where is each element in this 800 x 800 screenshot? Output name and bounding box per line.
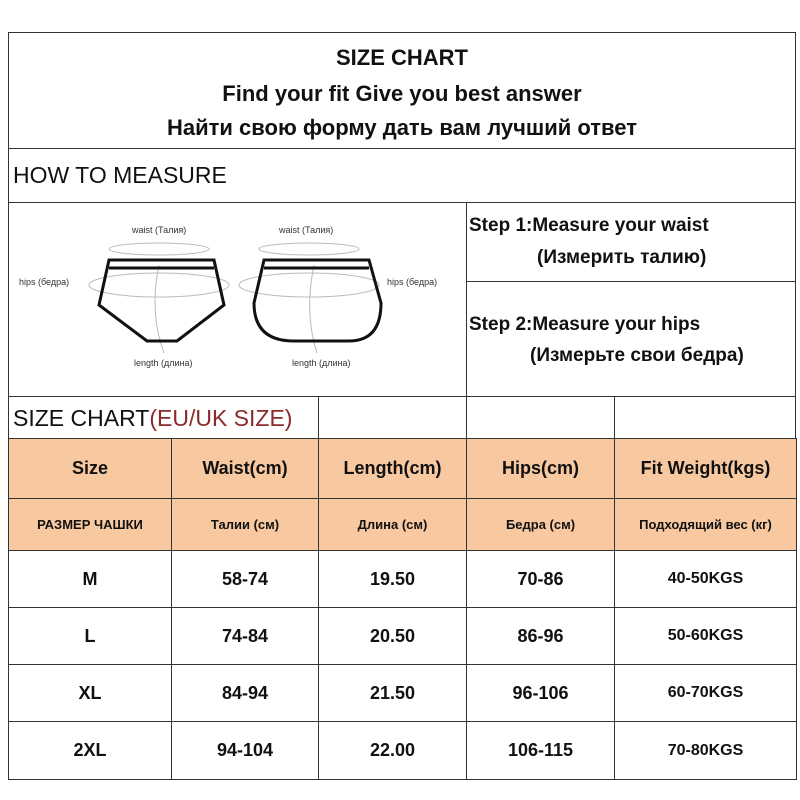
size-chart-label: SIZE CHART — [13, 405, 150, 431]
measurement-diagram: waist (Талия) hips (бедра) length (длина… — [19, 225, 437, 368]
table-cell: 58-74 — [171, 550, 319, 608]
size-chart-sub: (EU/UK SIZE) — [149, 405, 293, 431]
table-cell: 40-50KGS — [614, 550, 797, 608]
step-2-ru: (Измерьте свои бедра) — [530, 345, 744, 366]
table-cell: 84-94 — [171, 664, 319, 722]
how-to-measure-heading: HOW TO MEASURE — [13, 162, 227, 188]
how-to-measure-box: HOW TO MEASURE — [8, 148, 796, 203]
empty-cell — [614, 396, 796, 439]
step-1-en: Step 1:Measure your waist — [469, 215, 709, 236]
table-cell: 106-115 — [466, 721, 615, 780]
svg-text:waist (Талия): waist (Талия) — [278, 225, 333, 235]
header-cell: Бедра (см) — [466, 498, 615, 551]
svg-text:length (длина): length (длина) — [292, 358, 351, 368]
table-cell: M — [8, 550, 172, 608]
empty-cell — [466, 396, 615, 439]
header-cell: Hips(cm) — [466, 438, 615, 499]
step-1-box: Step 1:Measure your waist (Измерить тали… — [466, 202, 796, 282]
svg-text:length (длина): length (длина) — [134, 358, 193, 368]
title-box: SIZE CHART Find your fit Give you best a… — [8, 32, 796, 149]
table-cell: 96-106 — [466, 664, 615, 722]
table-cell: 19.50 — [318, 550, 467, 608]
title: SIZE CHART — [336, 45, 468, 70]
table-cell: 94-104 — [171, 721, 319, 780]
header-cell: Талии (см) — [171, 498, 319, 551]
table-cell: 70-86 — [466, 550, 615, 608]
subtitle-en: Find your fit Give you best answer — [222, 81, 582, 106]
svg-text:waist (Талия): waist (Талия) — [131, 225, 186, 235]
subtitle-ru: Найти свою форму дать вам лучший ответ — [166, 115, 638, 140]
empty-cell — [318, 396, 467, 439]
svg-text:hips (бедра): hips (бедра) — [387, 277, 437, 287]
header-cell: Fit Weight(kgs) — [614, 438, 797, 499]
table-cell: 50-60KGS — [614, 607, 797, 665]
table-cell: 86-96 — [466, 607, 615, 665]
table-cell: L — [8, 607, 172, 665]
step-2-en: Step 2:Measure your hips — [469, 314, 701, 335]
header-cell: Length(cm) — [318, 438, 467, 499]
table-cell: XL — [8, 664, 172, 722]
table-cell: 22.00 — [318, 721, 467, 780]
table-cell: 60-70KGS — [614, 664, 797, 722]
header-cell: Waist(cm) — [171, 438, 319, 499]
table-cell: 21.50 — [318, 664, 467, 722]
header-cell: Длина (см) — [318, 498, 467, 551]
step-1-ru: (Измерить талию) — [537, 247, 707, 268]
svg-text:hips (бедра): hips (бедра) — [19, 277, 69, 287]
header-cell: Size — [8, 438, 172, 499]
diagram-box: waist (Талия) hips (бедра) length (длина… — [8, 202, 467, 397]
table-cell: 70-80KGS — [614, 721, 797, 780]
size-chart-label-cell: SIZE CHART(EU/UK SIZE) — [8, 396, 319, 439]
header-cell: РАЗМЕР ЧАШКИ — [8, 498, 172, 551]
table-cell: 2XL — [8, 721, 172, 780]
header-cell: Подходящий вес (кг) — [614, 498, 797, 551]
table-cell: 20.50 — [318, 607, 467, 665]
table-cell: 74-84 — [171, 607, 319, 665]
step-2-box: Step 2:Measure your hips (Измерьте свои … — [466, 281, 796, 397]
